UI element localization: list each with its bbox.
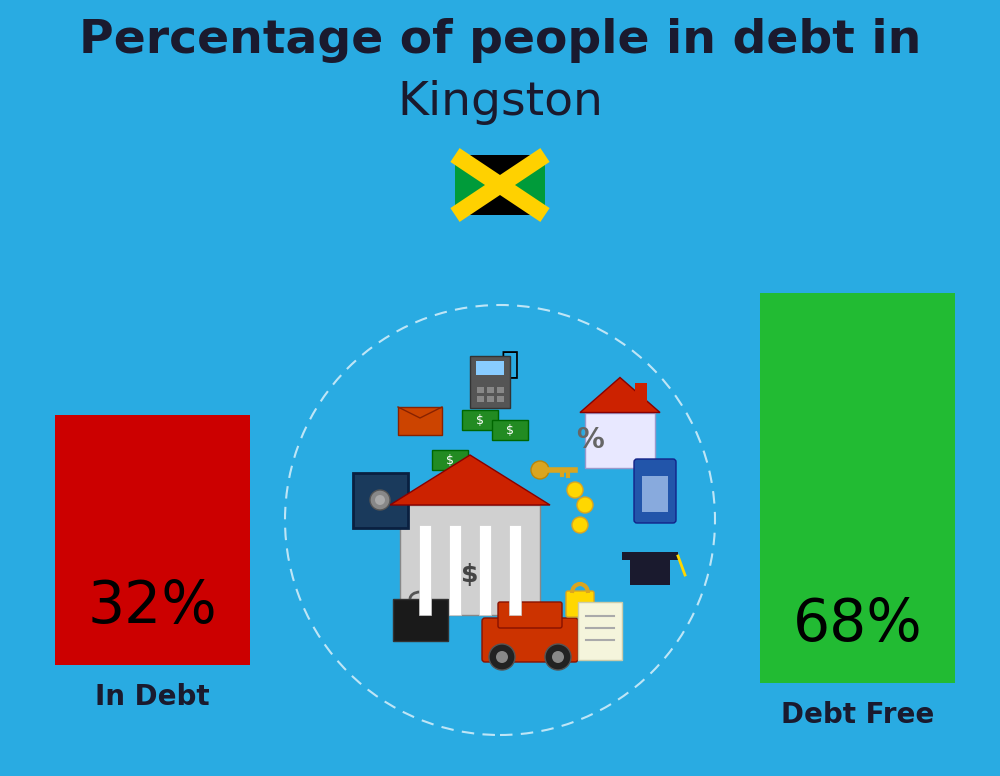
Text: 32%: 32% — [88, 578, 217, 635]
FancyBboxPatch shape — [352, 473, 408, 528]
FancyBboxPatch shape — [635, 383, 647, 403]
Circle shape — [531, 461, 549, 479]
Text: %: % — [576, 426, 604, 454]
Text: $: $ — [506, 424, 514, 436]
Text: 68%: 68% — [793, 596, 922, 653]
FancyBboxPatch shape — [482, 618, 578, 662]
FancyBboxPatch shape — [487, 396, 494, 402]
FancyBboxPatch shape — [760, 293, 955, 683]
FancyBboxPatch shape — [477, 396, 484, 402]
FancyBboxPatch shape — [470, 356, 510, 408]
Text: $: $ — [476, 414, 484, 427]
FancyBboxPatch shape — [392, 599, 448, 641]
Polygon shape — [580, 377, 660, 413]
Circle shape — [496, 651, 508, 663]
Polygon shape — [455, 155, 500, 215]
Circle shape — [545, 644, 571, 670]
FancyBboxPatch shape — [492, 420, 528, 440]
Circle shape — [572, 517, 588, 533]
Text: $: $ — [461, 563, 479, 587]
Text: Debt Free: Debt Free — [781, 701, 934, 729]
Text: $: $ — [446, 453, 454, 466]
FancyBboxPatch shape — [509, 525, 521, 615]
FancyBboxPatch shape — [477, 387, 484, 393]
FancyBboxPatch shape — [498, 602, 562, 628]
Polygon shape — [500, 155, 545, 215]
Text: Percentage of people in debt in: Percentage of people in debt in — [79, 18, 921, 63]
FancyBboxPatch shape — [432, 450, 468, 470]
FancyBboxPatch shape — [497, 387, 504, 393]
FancyBboxPatch shape — [400, 505, 540, 615]
FancyBboxPatch shape — [634, 459, 676, 523]
FancyBboxPatch shape — [585, 413, 655, 467]
FancyBboxPatch shape — [578, 602, 622, 660]
FancyBboxPatch shape — [630, 557, 670, 585]
FancyBboxPatch shape — [622, 552, 678, 560]
FancyBboxPatch shape — [479, 525, 491, 615]
FancyBboxPatch shape — [462, 410, 498, 430]
FancyBboxPatch shape — [566, 591, 594, 617]
FancyBboxPatch shape — [455, 155, 545, 215]
FancyBboxPatch shape — [642, 476, 668, 512]
Circle shape — [375, 495, 385, 505]
Text: In Debt: In Debt — [95, 683, 210, 711]
Text: 🦅: 🦅 — [501, 351, 519, 379]
Circle shape — [567, 482, 583, 498]
FancyBboxPatch shape — [497, 396, 504, 402]
FancyBboxPatch shape — [419, 525, 431, 615]
FancyBboxPatch shape — [487, 387, 494, 393]
Circle shape — [552, 651, 564, 663]
FancyBboxPatch shape — [398, 407, 442, 435]
FancyBboxPatch shape — [449, 525, 461, 615]
FancyBboxPatch shape — [55, 415, 250, 665]
Polygon shape — [390, 455, 550, 505]
FancyBboxPatch shape — [476, 361, 504, 375]
Text: Kingston: Kingston — [397, 80, 603, 125]
Circle shape — [489, 644, 515, 670]
Circle shape — [370, 490, 390, 510]
Circle shape — [577, 497, 593, 513]
